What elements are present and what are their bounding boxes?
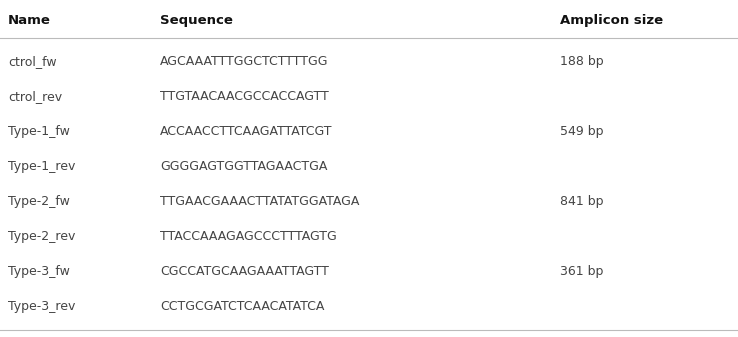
Text: Sequence: Sequence [160, 14, 233, 27]
Text: Name: Name [8, 14, 51, 27]
Text: 841 bp: 841 bp [560, 195, 604, 208]
Text: CCTGCGATCTCAACATATCA: CCTGCGATCTCAACATATCA [160, 300, 325, 313]
Text: ctrol_rev: ctrol_rev [8, 90, 62, 103]
Text: 549 bp: 549 bp [560, 125, 604, 138]
Text: Amplicon size: Amplicon size [560, 14, 663, 27]
Text: GGGGAGTGGTTAGAACTGA: GGGGAGTGGTTAGAACTGA [160, 160, 328, 173]
Text: TTACCAAAGAGCCCTTTAGTG: TTACCAAAGAGCCCTTTAGTG [160, 230, 337, 243]
Text: TTGTAACAACGCCACCAGTT: TTGTAACAACGCCACCAGTT [160, 90, 328, 103]
Text: Type-1_fw: Type-1_fw [8, 125, 70, 138]
Text: Type-3_fw: Type-3_fw [8, 265, 70, 278]
Text: ACCAACCTTCAAGATTATCGT: ACCAACCTTCAAGATTATCGT [160, 125, 333, 138]
Text: Type-3_rev: Type-3_rev [8, 300, 75, 313]
Text: AGCAAATTTGGCTCTTTTGG: AGCAAATTTGGCTCTTTTGG [160, 55, 328, 68]
Text: TTGAACGAAACTTATATGGATAGA: TTGAACGAAACTTATATGGATAGA [160, 195, 359, 208]
Text: Type-2_fw: Type-2_fw [8, 195, 70, 208]
Text: ctrol_fw: ctrol_fw [8, 55, 57, 68]
Text: 188 bp: 188 bp [560, 55, 604, 68]
Text: 361 bp: 361 bp [560, 265, 604, 278]
Text: Type-1_rev: Type-1_rev [8, 160, 75, 173]
Text: CGCCATGCAAGAAATTAGTT: CGCCATGCAAGAAATTAGTT [160, 265, 329, 278]
Text: Type-2_rev: Type-2_rev [8, 230, 75, 243]
